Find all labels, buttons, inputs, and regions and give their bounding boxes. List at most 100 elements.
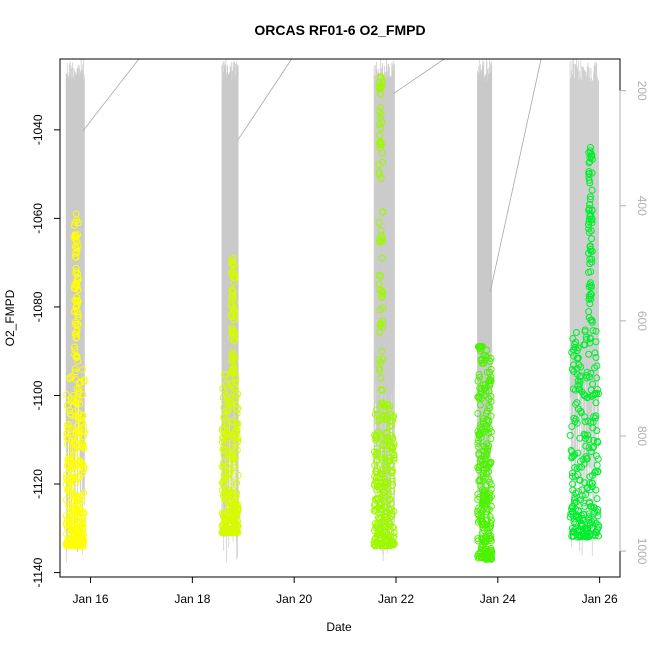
- data-point: [581, 413, 589, 421]
- data-point: [377, 232, 385, 240]
- data-point: [385, 435, 393, 443]
- data-point: [63, 401, 71, 409]
- data-point: [63, 391, 71, 399]
- data-point: [72, 210, 80, 218]
- data-point: [571, 499, 579, 507]
- data-point: [381, 406, 389, 414]
- data-point: [487, 546, 495, 554]
- data-point: [477, 515, 485, 523]
- data-point: [487, 435, 495, 443]
- data-point: [477, 343, 485, 351]
- data-point: [591, 349, 599, 357]
- data-point: [581, 341, 589, 349]
- data-point: [588, 186, 596, 194]
- data-point: [591, 469, 599, 477]
- data-point: [587, 316, 595, 324]
- data-point: [587, 212, 595, 220]
- data-point: [71, 296, 79, 304]
- data-point: [76, 400, 84, 408]
- data-point: [229, 254, 237, 262]
- data-point: [379, 208, 387, 216]
- data-point: [483, 353, 491, 361]
- data-point: [476, 550, 484, 558]
- data-point: [576, 434, 584, 442]
- data-point: [476, 384, 484, 392]
- data-point: [574, 381, 582, 389]
- data-point: [570, 518, 578, 526]
- data-point: [379, 237, 387, 245]
- data-point: [578, 492, 586, 500]
- data-point: [221, 465, 229, 473]
- data-point: [383, 461, 391, 469]
- data-point: [477, 355, 485, 363]
- data-point: [372, 432, 380, 440]
- data-point: [482, 387, 490, 395]
- data-point: [378, 386, 386, 394]
- data-point: [594, 467, 602, 475]
- data-point: [72, 282, 80, 290]
- data-point: [74, 219, 82, 227]
- data-point: [229, 478, 237, 486]
- data-point: [71, 368, 79, 376]
- data-point: [372, 436, 380, 444]
- data-point: [379, 304, 387, 312]
- data-point: [478, 545, 486, 553]
- data-point: [589, 327, 597, 335]
- data-point: [389, 524, 397, 532]
- data-point: [386, 457, 394, 465]
- data-point: [579, 456, 587, 464]
- data-point: [479, 477, 487, 485]
- data-point: [389, 523, 397, 531]
- data-point: [572, 328, 580, 336]
- data-point: [386, 454, 394, 462]
- data-point: [65, 522, 73, 530]
- data-point: [375, 540, 383, 548]
- data-point: [381, 478, 389, 486]
- data-point: [66, 373, 74, 381]
- data-point: [486, 375, 494, 383]
- data-point: [574, 377, 582, 385]
- data-point: [62, 496, 70, 504]
- data-point: [592, 327, 600, 335]
- data-point: [574, 488, 582, 496]
- data-point: [568, 524, 576, 532]
- data-point: [586, 498, 594, 506]
- data-point: [585, 436, 593, 444]
- data-point: [573, 399, 581, 407]
- data-point: [375, 280, 383, 288]
- data-point: [375, 235, 383, 243]
- data-point: [62, 511, 70, 519]
- altitude-transit-line: [237, 58, 292, 140]
- data-point: [73, 422, 81, 430]
- data-point: [73, 475, 81, 483]
- data-point: [583, 372, 591, 380]
- data-point: [595, 521, 603, 529]
- data-point: [377, 385, 385, 393]
- data-point: [71, 243, 79, 251]
- data-point: [227, 310, 235, 318]
- data-point: [377, 90, 385, 98]
- data-point: [581, 418, 589, 426]
- data-point: [231, 423, 239, 431]
- data-point: [71, 343, 79, 351]
- data-point: [233, 427, 241, 435]
- data-point: [575, 385, 583, 393]
- data-point: [71, 365, 79, 373]
- data-point: [593, 362, 601, 370]
- x-tick-label: Jan 18: [174, 592, 210, 606]
- data-point: [73, 308, 81, 316]
- data-point: [588, 155, 596, 163]
- data-point: [588, 258, 596, 266]
- data-point: [233, 489, 241, 497]
- data-point: [74, 541, 82, 549]
- data-point: [582, 491, 590, 499]
- data-point: [475, 449, 483, 457]
- data-point: [233, 520, 241, 528]
- data-point: [373, 520, 381, 528]
- data-point: [227, 313, 235, 321]
- data-point: [372, 534, 380, 542]
- data-point: [224, 452, 232, 460]
- data-point: [585, 513, 593, 521]
- data-point: [378, 149, 386, 157]
